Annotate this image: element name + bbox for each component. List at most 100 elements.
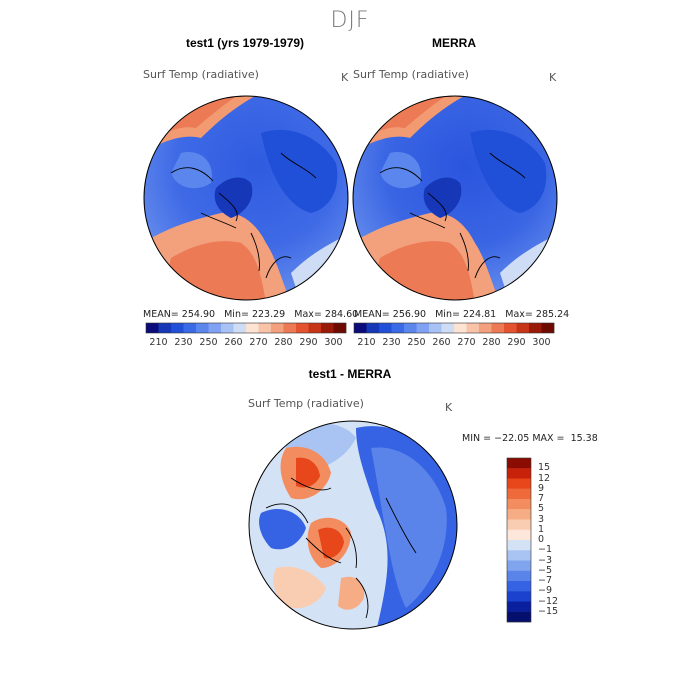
panel-3-variable: Surf Temp (radiative) [248, 397, 364, 410]
colorbar-swatch [208, 323, 222, 333]
alaska-hot [296, 457, 320, 488]
panel-3-units: K [445, 401, 453, 414]
greenland-cold [423, 177, 462, 218]
greenland-cold [214, 177, 253, 218]
siberia-cold [470, 129, 547, 213]
diff-colorbar-swatch [507, 478, 531, 489]
colorbar-tick-label: 250 [199, 337, 218, 348]
colorbar-swatch [333, 323, 347, 333]
colorbar-swatch [416, 323, 430, 333]
colorbar-tick-label: 250 [407, 337, 426, 348]
colorbar-swatch [271, 323, 284, 333]
greenland-hot [318, 527, 344, 559]
panel-1-variable: Surf Temp (radiative) [143, 68, 259, 81]
panel-1-units: K [341, 71, 349, 84]
coastline [379, 152, 526, 279]
panel-1-stats: MEAN= 254.90 Min= 223.29 Max= 284.60 [143, 309, 359, 320]
diff-colorbar-tick-label: 0 [538, 534, 545, 545]
colorbar-tick-label: 290 [507, 337, 526, 348]
panel-1-colorbar-labels: 210 230 250 260 270 280 290 300 [146, 337, 346, 351]
colorbar-tick-label: 270 [249, 337, 268, 348]
colorbar-tick-label: 230 [174, 337, 193, 348]
diff-colorbar-tick-label: −1 [538, 544, 553, 556]
colorbar-swatch [354, 323, 367, 333]
panel-3-stats: MIN = −22.05 MAX = 15.38 [462, 433, 598, 444]
panel-2-variable: Surf Temp (radiative) [353, 68, 469, 81]
diff-colorbar-swatch [507, 591, 531, 602]
panel-3-colorbar-labels: 15 12 9 7 5 3 1 0 −1 −3 −5 −7 −9 −12 −15 [538, 458, 578, 622]
colorbar-tick-label: 210 [357, 337, 376, 348]
colorbar-swatch [283, 323, 297, 333]
east-mid-cold [371, 447, 447, 608]
colorbar-swatch [479, 323, 492, 333]
panel-2-colorbar [353, 322, 555, 334]
colorbar-swatch [466, 323, 480, 333]
diff-colorbar-swatch [507, 519, 531, 530]
diff-colorbar-swatch [507, 570, 531, 582]
atlantic-mild [273, 566, 326, 609]
colorbar-swatch [183, 323, 197, 333]
panel-3-colorbar [506, 457, 532, 623]
colorbar-swatch [296, 323, 309, 333]
europe-warm [338, 576, 365, 610]
colorbar-swatch [404, 323, 417, 333]
colorbar-tick-label: 210 [149, 337, 168, 348]
diff-colorbar-tick-label: 5 [538, 503, 545, 515]
diff-colorbar-tick-label: 9 [538, 482, 545, 494]
diff-colorbar-swatch [507, 550, 531, 561]
colorbar-swatch [516, 323, 530, 333]
panel-1-polar-map [143, 95, 349, 301]
colorbar-swatch [171, 323, 184, 333]
colorbar-swatch [529, 323, 542, 333]
diff-colorbar-swatch [507, 601, 531, 612]
coastline [170, 152, 317, 279]
colorbar-tick-label: 300 [324, 337, 343, 348]
diff-colorbar-swatch [507, 529, 531, 541]
colorbar-swatch [158, 323, 172, 333]
diff-colorbar-tick-label: −5 [538, 564, 553, 576]
colorbar-swatch [308, 323, 322, 333]
panel-2-stats: MEAN= 256.90 Min= 224.81 Max= 285.24 [354, 309, 570, 320]
colorbar-swatch [366, 323, 380, 333]
panel-3-polar-map [248, 420, 458, 630]
colorbar-border [353, 322, 555, 334]
diff-colorbar-tick-label: −7 [538, 575, 553, 586]
diff-colorbar-tick-label: 12 [538, 472, 551, 484]
diff-colorbar-tick-label: 15 [538, 462, 551, 474]
canada-mid [171, 152, 212, 189]
panel-2-units: K [549, 71, 557, 84]
canada-mid [380, 152, 421, 189]
diff-colorbar-swatch [507, 581, 531, 592]
colorbar-swatch [246, 323, 259, 333]
colorbar-tick-label: 260 [224, 337, 243, 348]
diff-colorbar-swatch [507, 560, 531, 571]
colorbar-tick-label: 270 [457, 337, 476, 348]
diff-colorbar-swatch [507, 488, 531, 500]
colorbar-swatch [541, 323, 555, 333]
colorbar-border [145, 322, 347, 334]
diff-colorbar-tick-label: 1 [538, 523, 545, 535]
diff-colorbar-tick-label: 3 [538, 513, 545, 525]
diff-colorbar-swatch [507, 540, 531, 551]
colorbar-swatch [146, 323, 159, 333]
colorbar-swatch [441, 323, 455, 333]
colorbar-tick-label: 300 [532, 337, 551, 348]
colorbar-tick-label: 290 [299, 337, 318, 348]
diff-colorbar-swatch [507, 499, 531, 510]
diff-colorbar-tick-label: 7 [538, 493, 545, 504]
diff-colorbar-tick-label: −3 [538, 554, 553, 566]
panel-2-title: MERRA [432, 36, 476, 50]
colorbar-swatch [321, 323, 334, 333]
diff-colorbar-swatch [507, 458, 531, 469]
coastline [265, 477, 417, 619]
diff-colorbar-swatch [507, 468, 531, 479]
colorbar-swatch [454, 323, 467, 333]
colorbar-tick-label: 230 [382, 337, 401, 348]
colorbar-swatch [429, 323, 442, 333]
panel-3-title: test1 - MERRA [308, 367, 392, 381]
colorbar-swatch [233, 323, 247, 333]
siberia-cold [261, 129, 338, 213]
panel-1-colorbar [145, 322, 347, 334]
diff-colorbar-tick-label: −12 [538, 595, 559, 607]
panel-2-colorbar-labels: 210 230 250 260 270 280 290 300 [354, 337, 554, 351]
